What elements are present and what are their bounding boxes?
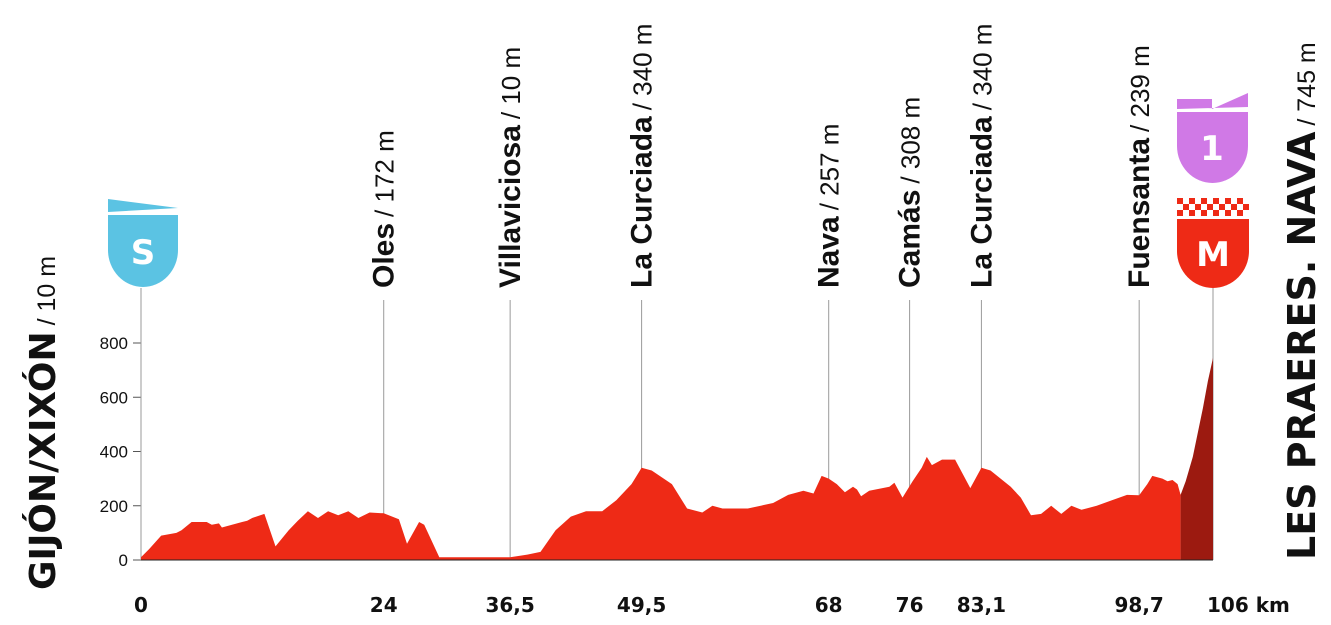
checker-square [1225,210,1231,216]
waypoint-elevation: / 340 m [628,24,658,111]
start-badge-letter: S [131,233,156,273]
checker-square [1243,204,1249,210]
climb-category-badge: 1 [1177,93,1248,183]
waypoint-label: Camás / 308 m [894,97,927,288]
checker-square [1231,204,1237,210]
waypoint-label: Oles / 172 m [368,130,401,288]
finish-name: LES PRAERES. NAVA [1280,131,1324,560]
start-label: GIJÓN/XIXÓN / 10 m [22,256,64,590]
checkered-flag-icon [1177,198,1249,216]
y-axis: 0 200 400 600 800 [100,334,142,570]
checker-square [1183,204,1189,210]
waypoint-name: Camás [894,190,927,288]
finish-badge-letter: M [1196,235,1230,275]
waypoint-name: Nava [813,216,846,288]
checker-square [1189,198,1195,204]
waypoint-label: Fuensanta / 239 m [1123,45,1156,288]
y-tick-label: 400 [100,443,128,462]
waypoint-name: La Curciada [965,116,998,288]
checker-square [1177,210,1183,216]
x-tick-label: 0 [134,593,148,617]
start-flag-icon [108,199,178,212]
final-climb-area [1180,357,1213,560]
waypoint-label: La Curciada / 340 m [965,24,998,288]
x-tick-label: 76 [896,593,924,617]
waypoint-name: Oles [368,223,401,288]
waypoint-elevation: / 172 m [370,130,400,217]
profile-area [141,357,1213,561]
waypoint-name: Villaviciosa [494,125,527,288]
waypoint-elevation: / 340 m [967,24,997,111]
x-tick-label: 68 [815,593,843,617]
waypoint-elevation: / 239 m [1125,45,1155,132]
waypoint-name: La Curciada [626,116,659,288]
checker-square [1189,210,1195,216]
climb-shield-icon [1177,112,1248,183]
waypoint-label: La Curciada / 340 m [626,24,659,288]
checker-square [1201,198,1207,204]
x-tick-label: 36,5 [485,593,534,617]
waypoint-name: Fuensanta [1123,138,1156,288]
waypoint-label: Villaviciosa / 10 m [494,47,527,288]
x-tick-label: 106 km [1207,593,1290,617]
waypoint-label: Nava / 257 m [813,124,846,288]
y-tick-label: 600 [100,388,128,407]
x-tick-label: 24 [370,593,398,617]
checker-square [1213,198,1219,204]
x-tick-label: 98,7 [1114,593,1163,617]
finish-elevation: / 745 m [1293,42,1321,125]
waypoint-elevation: / 257 m [815,124,845,211]
waypoint-elevation: / 10 m [496,47,526,119]
start-elevation: / 10 m [33,256,61,325]
checker-square [1237,198,1243,204]
finish-label: LES PRAERES. NAVA / 745 m [1280,42,1324,560]
checker-square [1225,198,1231,204]
start-shield-icon [108,215,178,287]
x-axis: 0 24 36,5 49,5 68 76 83,1 98,7 106 km [134,593,1290,617]
climb-category-number: 1 [1200,129,1224,169]
badges: S 1 M [108,93,1249,288]
checker-square [1177,198,1183,204]
y-tick-label: 0 [119,551,128,570]
mountain-flag-icon [1177,93,1248,109]
checker-square [1195,204,1201,210]
checker-square [1207,204,1213,210]
finish-shield-icon [1177,219,1249,288]
x-tick-label: 83,1 [957,593,1006,617]
start-badge: S [108,199,178,287]
y-tick-label: 800 [100,334,128,353]
y-tick-label: 200 [100,497,128,516]
elevation-area [141,456,1181,560]
checker-square [1219,204,1225,210]
finish-badge: M [1177,198,1249,288]
start-name: GIJÓN/XIXÓN [22,331,64,590]
waypoint-elevation: / 308 m [896,97,926,184]
checker-square [1213,210,1219,216]
x-tick-label: 49,5 [617,593,666,617]
checker-square [1237,210,1243,216]
checker-square [1201,210,1207,216]
waypoint-labels: Oles / 172 m Villaviciosa / 10 m La Curciada… [22,24,1324,590]
